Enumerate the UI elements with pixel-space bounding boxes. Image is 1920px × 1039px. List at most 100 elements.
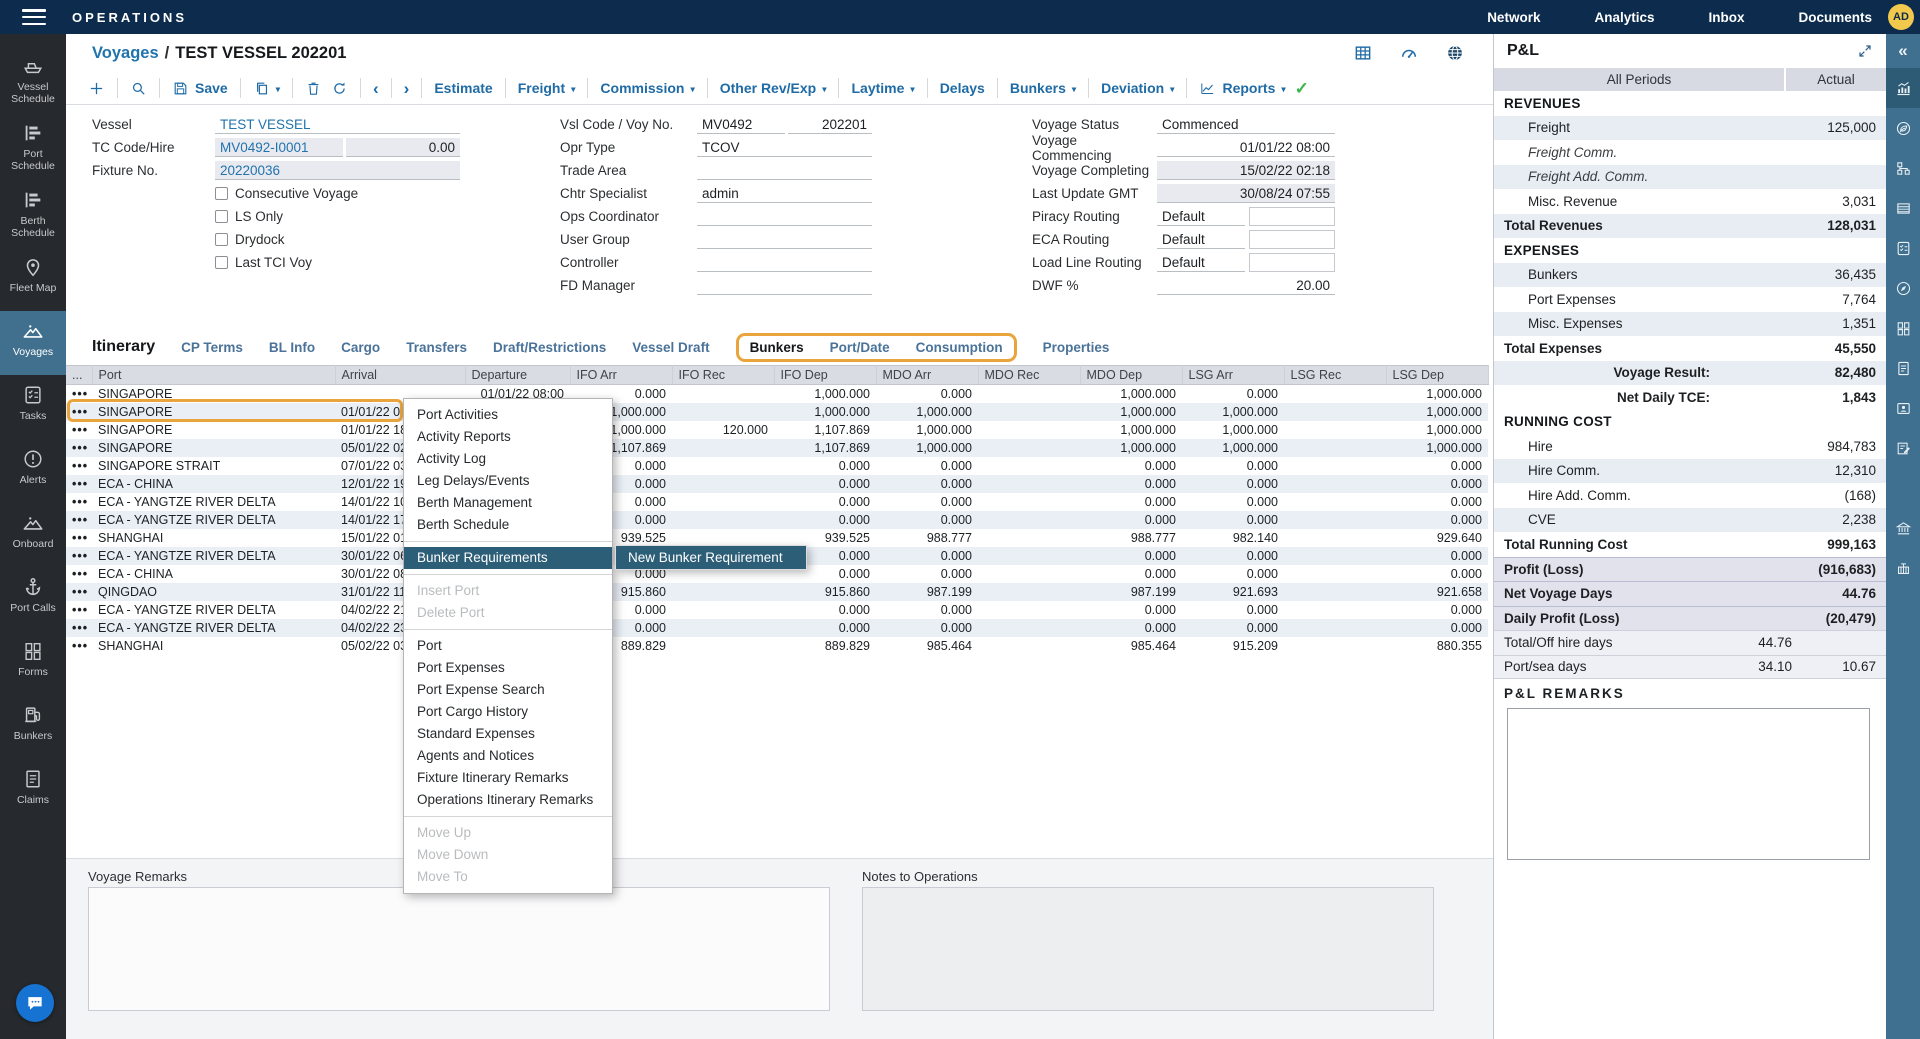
tab-properties[interactable]: Properties [1043,340,1110,355]
bunkers-button[interactable]: Bunkers▾ [1010,80,1076,96]
table-row[interactable]: •••SINGAPORE01/01/22 08:000.0001,000.000… [66,385,1488,403]
field-input-tc-code-hire-1[interactable]: MV0492-I0001 [215,138,343,157]
cell-port[interactable]: ECA - YANGTZE RIVER DELTA [92,511,335,529]
cell-ifo-rec[interactable] [672,493,774,511]
cell-port[interactable]: SINGAPORE [92,439,335,457]
checkbox-drydock[interactable]: Drydock [215,228,460,251]
add-button[interactable] [88,80,105,97]
cell-ifo-rec[interactable] [672,403,774,421]
cell-mdo-rec[interactable] [978,403,1080,421]
cell-lsg-rec[interactable] [1284,457,1386,475]
checkbox-ls-only[interactable]: LS Only [215,205,460,228]
column-header-ifo-arr[interactable]: IFO Arr [570,366,672,385]
cell-mdo-arr[interactable]: 988.777 [876,529,978,547]
cell-lsg-dep[interactable]: 0.000 [1386,457,1488,475]
cell-mdo-dep[interactable]: 0.000 [1080,565,1182,583]
column-header-arrival[interactable]: Arrival [335,366,465,385]
cell-ifo-rec[interactable] [672,529,774,547]
cell-lsg-arr[interactable]: 921.693 [1182,583,1284,601]
other-rev-exp-button[interactable]: Other Rev/Exp▾ [720,80,827,96]
tab-bl-info[interactable]: BL Info [269,340,315,355]
cell-mdo-rec[interactable] [978,619,1080,637]
menu-item-activity-reports[interactable]: Activity Reports [404,426,612,448]
cell-lsg-dep[interactable]: 0.000 [1386,493,1488,511]
row-menu-icon[interactable]: ••• [66,511,92,529]
cell-lsg-dep[interactable]: 1,000.000 [1386,421,1488,439]
cell-mdo-rec[interactable] [978,601,1080,619]
cell-ifo-dep[interactable]: 0.000 [774,457,876,475]
cell-ifo-rec[interactable] [672,457,774,475]
chat-button[interactable] [16,984,54,1022]
strip-notes-button[interactable] [1886,428,1920,468]
sidebar-item-vessel-schedule[interactable]: Vessel Schedule [0,46,66,113]
cell-mdo-dep[interactable]: 0.000 [1080,511,1182,529]
row-menu-icon[interactable]: ••• [66,475,92,493]
row-menu-icon[interactable]: ••• [66,565,92,583]
back-button[interactable]: ‹ [373,80,379,97]
cell-mdo-arr[interactable]: 1,000.000 [876,421,978,439]
cell-mdo-arr[interactable]: 0.000 [876,457,978,475]
cell-mdo-rec[interactable] [978,637,1080,655]
row-menu-icon[interactable]: ••• [66,637,92,655]
estimate-button[interactable]: Estimate [434,80,492,96]
notes-to-operations-input[interactable] [862,887,1434,1011]
cell-port[interactable]: ECA - CHINA [92,475,335,493]
strip-table-button[interactable] [1886,188,1920,228]
cell-lsg-rec[interactable] [1284,601,1386,619]
column-header-ifo-dep[interactable]: IFO Dep [774,366,876,385]
cell-lsg-dep[interactable]: 0.000 [1386,475,1488,493]
column-header-departure[interactable]: Departure [465,366,570,385]
tab-bunkers[interactable]: Bunkers [750,340,804,355]
cell-mdo-arr[interactable]: 1,000.000 [876,439,978,457]
cell-mdo-arr[interactable]: 0.000 [876,493,978,511]
menu-item-port[interactable]: Port [404,635,612,657]
cell-lsg-rec[interactable] [1284,421,1386,439]
table-row[interactable]: •••QINGDAO31/01/22 11:4915.860915.860987… [66,583,1488,601]
field-input-vessel[interactable]: TEST VESSEL [215,115,460,134]
table-row[interactable]: •••SINGAPORE STRAIT07/01/22 03:50.0000.0… [66,457,1488,475]
top-nav-documents[interactable]: Documents [1798,10,1872,25]
cell-ifo-dep[interactable]: 1,000.000 [774,385,876,403]
laytime-button[interactable]: Laytime▾ [851,80,914,96]
strip-document-button[interactable] [1886,348,1920,388]
cell-ifo-rec[interactable] [672,511,774,529]
strip-audit-button[interactable] [1886,268,1920,308]
menu-item-fixture-itinerary-remarks[interactable]: Fixture Itinerary Remarks [404,767,612,789]
strip-id-card-button[interactable] [1886,388,1920,428]
cell-mdo-dep[interactable]: 0.000 [1080,619,1182,637]
cell-mdo-arr[interactable]: 0.000 [876,565,978,583]
cell-lsg-arr[interactable]: 0.000 [1182,457,1284,475]
top-nav-analytics[interactable]: Analytics [1594,10,1654,25]
cell-lsg-arr[interactable]: 0.000 [1182,619,1284,637]
cell-ifo-rec[interactable] [672,385,774,403]
cell-lsg-arr[interactable]: 1,000.000 [1182,403,1284,421]
cell-port[interactable]: SHANGHAI [92,529,335,547]
cell-mdo-rec[interactable] [978,493,1080,511]
delete-button[interactable] [305,80,322,97]
table-row[interactable]: •••ECA - YANGTZE RIVER DELTA14/01/22 17:… [66,511,1488,529]
field-input-ops-coordinator[interactable] [697,207,872,226]
field-input-piracy-routing[interactable]: Default [1157,207,1245,226]
copy-button[interactable]: ▾ [253,80,280,97]
row-menu-icon[interactable]: ••• [66,529,92,547]
column-header-mdo-dep[interactable]: MDO Dep [1080,366,1182,385]
cell-ifo-dep[interactable]: 939.525 [774,529,876,547]
cell-mdo-arr[interactable]: 0.000 [876,619,978,637]
sidebar-item-voyages[interactable]: Voyages [0,311,66,375]
freight-button[interactable]: Freight▾ [518,80,576,96]
cell-mdo-rec[interactable] [978,583,1080,601]
cell-ifo-dep[interactable]: 1,000.000 [774,403,876,421]
cell-ifo-dep[interactable]: 0.000 [774,511,876,529]
cell-lsg-dep[interactable]: 921.658 [1386,583,1488,601]
cell-lsg-dep[interactable]: 0.000 [1386,547,1488,565]
tab-cargo[interactable]: Cargo [341,340,380,355]
row-menu-icon[interactable]: ••• [66,493,92,511]
menu-item-port-activities[interactable]: Port Activities [404,404,612,426]
row-menu-icon[interactable]: ••• [66,403,92,421]
cell-lsg-rec[interactable] [1284,619,1386,637]
cell-lsg-arr[interactable]: 982.140 [1182,529,1284,547]
table-row[interactable]: •••SINGAPORE01/01/22 08:1,000.0001,000.0… [66,403,1488,421]
save-button[interactable]: Save [172,80,228,97]
commission-button[interactable]: Commission▾ [600,80,694,96]
sidebar-item-onboard[interactable]: Onboard [0,503,66,567]
